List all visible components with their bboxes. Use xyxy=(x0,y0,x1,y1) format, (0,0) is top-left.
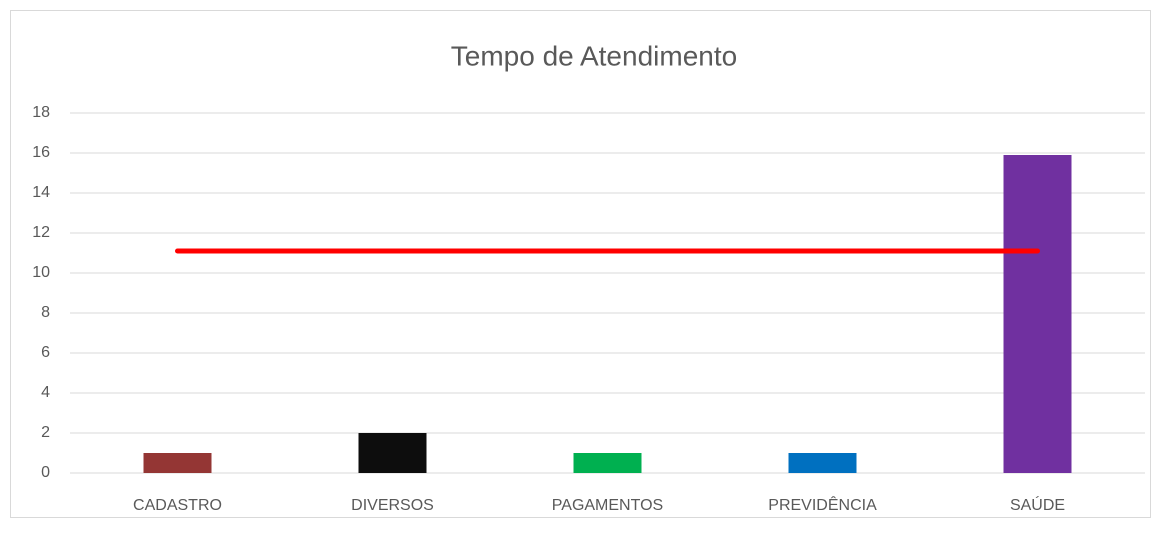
bar xyxy=(1003,155,1072,473)
bar xyxy=(573,453,642,473)
bar xyxy=(788,453,857,473)
y-tick-label: 4 xyxy=(41,384,50,401)
chart-title: Tempo de Atendimento xyxy=(451,40,737,71)
y-tick-label: 12 xyxy=(32,224,50,241)
y-tick-label: 8 xyxy=(41,304,50,321)
y-tick-label: 10 xyxy=(32,264,50,281)
x-tick-label: DIVERSOS xyxy=(351,497,434,514)
x-tick-label: SAÚDE xyxy=(1010,495,1065,514)
y-tick-label: 0 xyxy=(41,464,50,481)
y-tick-label: 2 xyxy=(41,424,50,441)
x-tick-label: PAGAMENTOS xyxy=(552,497,663,514)
x-tick-label: CADASTRO xyxy=(133,497,222,514)
y-tick-label: 6 xyxy=(41,344,50,361)
y-tick-label: 18 xyxy=(32,104,50,121)
x-tick-label: PREVIDÊNCIA xyxy=(768,495,877,514)
y-tick-label: 14 xyxy=(32,184,50,201)
bar xyxy=(358,433,427,473)
y-tick-label: 16 xyxy=(32,144,50,161)
bar xyxy=(143,453,212,473)
chart-frame xyxy=(10,10,1151,518)
